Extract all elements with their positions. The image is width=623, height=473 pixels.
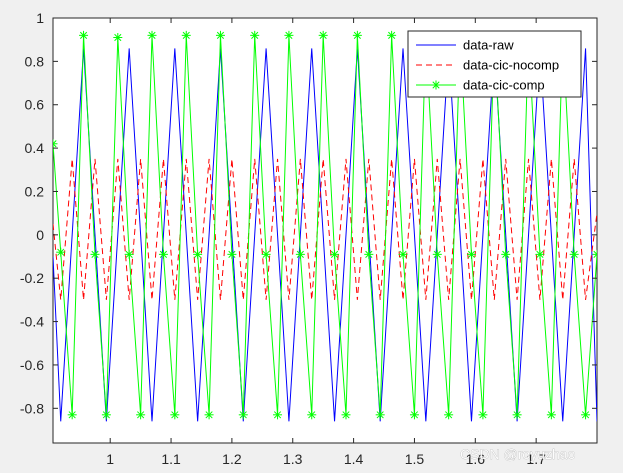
data-point-data-cic-comp xyxy=(398,249,408,259)
x-tick-label: 1.6 xyxy=(466,451,486,467)
data-point-data-cic-comp xyxy=(124,249,134,259)
y-tick-label: 0.4 xyxy=(25,140,45,156)
data-point-data-cic-comp xyxy=(101,410,111,420)
data-point-data-cic-comp xyxy=(375,410,385,420)
data-point-data-cic-comp xyxy=(67,410,77,420)
data-point-data-cic-comp xyxy=(444,410,454,420)
data-point-data-cic-comp xyxy=(330,249,340,259)
x-tick-label: 1.5 xyxy=(405,451,425,467)
legend-label-data-raw: data-raw xyxy=(463,38,514,53)
data-point-data-cic-comp xyxy=(90,249,100,259)
series-line-data-raw xyxy=(53,48,597,422)
data-point-data-cic-comp xyxy=(546,410,556,420)
data-point-data-cic-comp xyxy=(318,30,328,40)
data-point-data-cic-comp xyxy=(592,249,597,259)
y-tick-label: 0 xyxy=(36,227,44,243)
data-point-data-cic-comp xyxy=(501,249,511,259)
data-point-data-cic-comp xyxy=(170,410,180,420)
legend-label-data-cic-nocomp: data-cic-nocomp xyxy=(463,58,559,73)
y-tick-label: -0.2 xyxy=(20,270,44,286)
y-tick-label: 0.6 xyxy=(25,97,45,113)
data-point-data-cic-comp xyxy=(364,249,374,259)
data-point-data-cic-comp xyxy=(273,410,283,420)
data-point-data-cic-comp xyxy=(193,249,203,259)
data-point-data-cic-comp xyxy=(204,410,214,420)
data-point-data-cic-comp xyxy=(409,410,419,420)
data-point-data-cic-comp xyxy=(466,249,476,259)
data-point-data-cic-comp xyxy=(227,249,237,259)
data-point-data-cic-comp xyxy=(181,30,191,40)
data-point-data-cic-comp xyxy=(387,30,397,40)
y-tick-label: 0.8 xyxy=(25,53,45,69)
x-tick-label: 1.2 xyxy=(222,451,242,467)
legend: data-raw data-cic-nocomp data-cic-comp xyxy=(407,30,582,98)
data-point-data-cic-comp xyxy=(158,249,168,259)
x-tick-label: 1.4 xyxy=(344,451,364,467)
data-point-data-cic-comp xyxy=(569,249,579,259)
data-point-data-cic-comp xyxy=(53,139,58,149)
data-point-data-cic-comp xyxy=(284,30,294,40)
y-tick-label: 0.2 xyxy=(25,183,45,199)
data-point-data-cic-comp xyxy=(147,30,157,40)
data-point-data-cic-comp xyxy=(512,410,522,420)
data-point-data-cic-comp xyxy=(238,410,248,420)
data-point-data-cic-comp xyxy=(307,410,317,420)
data-point-data-cic-comp xyxy=(535,249,545,259)
data-point-data-cic-comp xyxy=(215,30,225,40)
data-point-data-cic-comp xyxy=(295,249,305,259)
watermark: CSDN @royuzhao xyxy=(460,446,576,462)
x-tick-label: 1 xyxy=(106,451,114,467)
legend-label-data-cic-comp: data-cic-comp xyxy=(463,78,545,93)
y-tick-label: -0.4 xyxy=(20,314,44,330)
data-point-data-cic-comp xyxy=(432,249,442,259)
data-point-data-cic-comp xyxy=(250,30,260,40)
legend-marker-data-cic-comp xyxy=(431,80,441,90)
data-point-data-cic-comp xyxy=(261,249,271,259)
data-point-data-cic-comp xyxy=(341,410,351,420)
x-tick-label: 1.3 xyxy=(283,451,303,467)
x-tick-label: 1.1 xyxy=(161,451,181,467)
y-tick-label: -0.8 xyxy=(20,400,44,416)
data-point-data-cic-comp xyxy=(581,410,591,420)
x-tick-label: 1.7 xyxy=(526,451,546,467)
data-point-data-cic-comp xyxy=(478,410,488,420)
y-tick-label: 1 xyxy=(36,10,44,26)
y-tick-label: -0.6 xyxy=(20,357,44,373)
axes-layer: 1 1.1 1.2 1.3 1.4 1.5 1.6 1.7 1 0.8 0.6 0.4 0.2 0 -0.2… xyxy=(20,10,597,467)
data-point-data-cic-comp xyxy=(79,30,89,40)
data-point-data-cic-comp xyxy=(113,33,123,43)
data-point-data-cic-comp xyxy=(352,30,362,40)
data-point-data-cic-comp xyxy=(136,410,146,420)
data-point-data-cic-comp xyxy=(56,247,66,257)
series-line-data-cic-nocomp xyxy=(53,158,597,300)
